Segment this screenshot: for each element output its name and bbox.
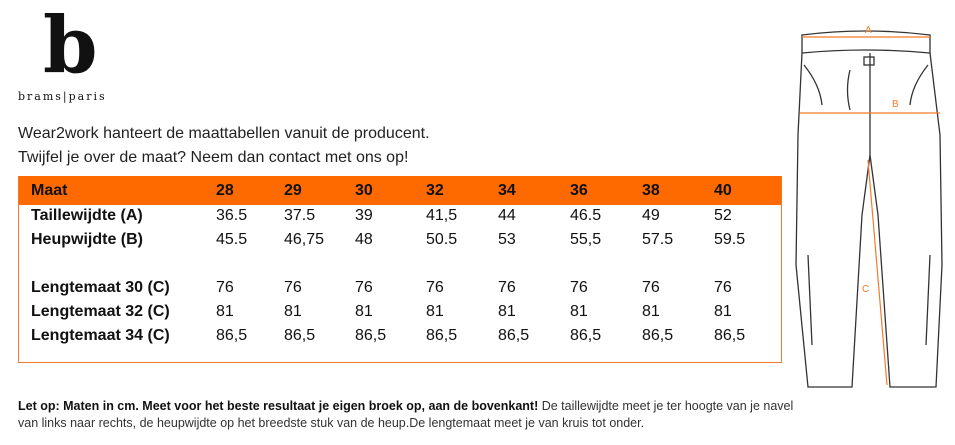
pants-diagram: A B C	[795, 25, 943, 388]
table-cell: 76	[642, 279, 660, 296]
table-cell: 39	[355, 207, 373, 224]
table-header	[19, 176, 781, 205]
table-cell: 76	[216, 279, 234, 296]
table-cell: 81	[355, 303, 373, 320]
note-bold: Let op: Maten in cm. Meet voor het beste…	[18, 399, 539, 413]
table-cell: 86,5	[216, 327, 248, 344]
size-header: 34	[498, 182, 516, 199]
table-cell: 81	[642, 303, 660, 320]
table-cell: 46.5	[570, 207, 602, 224]
logo-text: brams|paris	[18, 90, 107, 103]
table-cell: 59.5	[714, 231, 746, 248]
intro-line: Wear2work hanteert de maattabellen vanui…	[18, 125, 430, 142]
table-cell: 76	[426, 279, 444, 296]
table-cell: 36.5	[216, 207, 248, 224]
table-cell: 86,5	[284, 327, 316, 344]
table-cell: 76	[714, 279, 732, 296]
label-c: C	[862, 284, 869, 295]
size-header: 28	[216, 182, 234, 199]
row-label: Lengtemaat 32 (C)	[31, 303, 170, 320]
brand-logo: b brams|paris	[18, 0, 128, 103]
logo-letter: b	[43, 0, 98, 91]
row-label: Taillewijdte (A)	[31, 207, 143, 224]
header-label: Maat	[31, 182, 68, 199]
note-text: De taillewijdte meet je ter hoogte van j…	[18, 399, 794, 430]
table-cell: 81	[216, 303, 234, 320]
size-header: 38	[642, 182, 660, 199]
intro-text: Wear2work hanteert de maattabellen vanui…	[18, 122, 430, 170]
table-cell: 86,5	[570, 327, 602, 344]
table-cell: 46,75	[284, 231, 325, 248]
table-cell: 86,5	[355, 327, 387, 344]
size-header: 29	[284, 182, 302, 199]
table-cell: 86,5	[714, 327, 746, 344]
size-header: 36	[570, 182, 588, 199]
table-cell: 53	[498, 231, 516, 248]
table-cell: 49	[642, 207, 660, 224]
row-label: Lengtemaat 34 (C)	[31, 327, 170, 344]
table-cell: 41,5	[426, 207, 458, 224]
row-label: Heupwijdte (B)	[31, 231, 143, 248]
label-b: B	[892, 99, 899, 110]
table-cell: 52	[714, 207, 732, 224]
table-cell: 86,5	[642, 327, 674, 344]
table-cell: 37.5	[284, 207, 316, 224]
row-label: Lengtemaat 30 (C)	[31, 279, 170, 296]
table-cell: 81	[426, 303, 444, 320]
label-a: A	[865, 25, 872, 36]
measurement-note: Let op: Maten in cm. Meet voor het beste…	[18, 398, 808, 432]
table-cell: 48	[355, 231, 373, 248]
size-header: 32	[426, 182, 444, 199]
table-cell: 44	[498, 207, 516, 224]
table-cell: 76	[498, 279, 516, 296]
table-cell: 45.5	[216, 231, 248, 248]
table-cell: 86,5	[498, 327, 530, 344]
table-cell: 86,5	[426, 327, 458, 344]
table-cell: 55,5	[570, 231, 602, 248]
table-cell: 81	[284, 303, 302, 320]
size-table: Maat 28 29 30 32 34 36 38 40 Taillewijdte (A) 36.5…	[18, 176, 782, 363]
table-cell: 76	[284, 279, 302, 296]
table-cell: 81	[570, 303, 588, 320]
intro-line: Twijfel je over de maat? Neem dan contac…	[18, 149, 409, 166]
table-cell: 81	[714, 303, 732, 320]
size-header: 40	[714, 182, 732, 199]
table-cell: 76	[355, 279, 373, 296]
table-cell: 57.5	[642, 231, 674, 248]
table-cell: 76	[570, 279, 588, 296]
size-header: 30	[355, 182, 373, 199]
table-cell: 50.5	[426, 231, 458, 248]
table-cell: 81	[498, 303, 516, 320]
